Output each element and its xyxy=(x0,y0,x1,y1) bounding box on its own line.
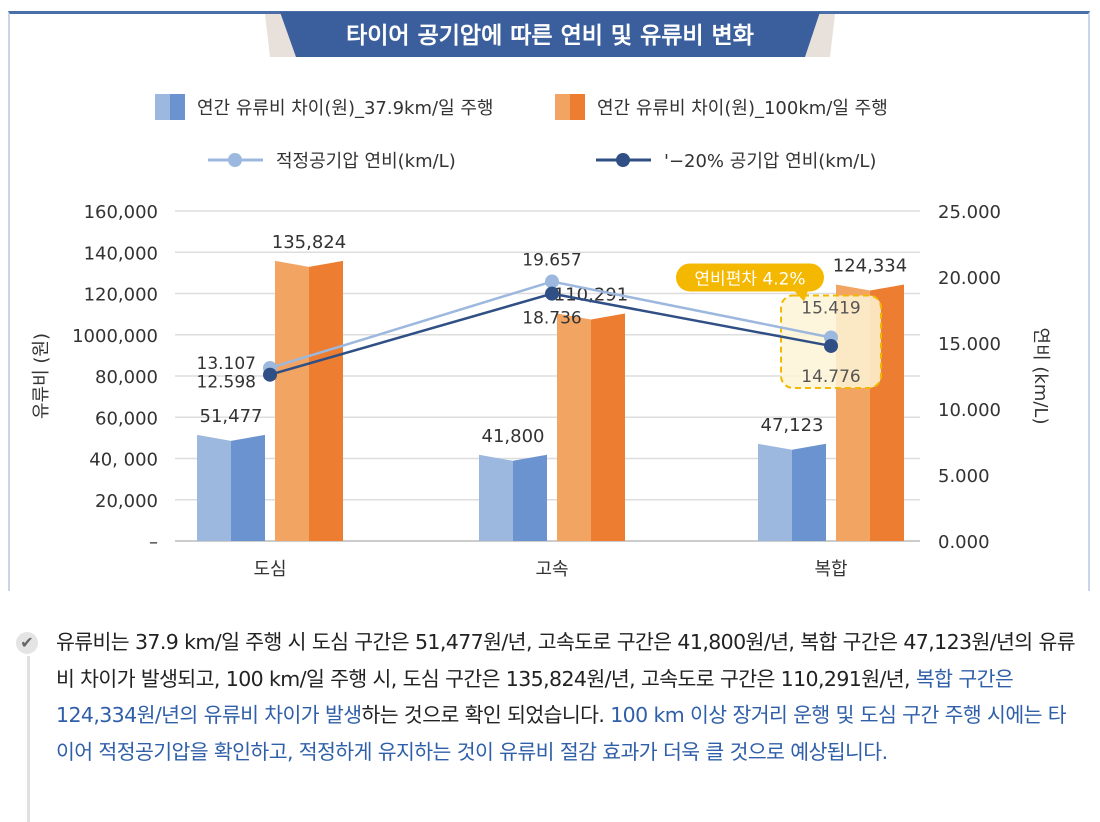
line-data-label: 15.419 xyxy=(801,298,860,318)
x-tick-label: 복합 xyxy=(814,559,847,580)
chart-frame xyxy=(8,11,1090,591)
bar-data-label: 110,291 xyxy=(554,285,628,306)
legend-label: 연간 유류비 차이(원)_100km/일 주행 xyxy=(597,98,888,119)
x-tick-label: 도심 xyxy=(253,559,286,580)
legend-swatch xyxy=(170,94,185,120)
divider xyxy=(27,656,30,822)
legend: 연간 유류비 차이(원)_37.9km/일 주행 연간 유류비 차이(원)_100… xyxy=(155,94,888,172)
text-segment: 하는 것으로 확인 되었습니다. xyxy=(361,703,611,727)
lines: 13.107 19.657 15.419 12.598 18.736 14.776 xyxy=(197,251,861,393)
bar-data-label: 135,824 xyxy=(272,232,346,253)
chart: 타이어 공기압에 따른 연비 및 유류비 변화 연간 유류비 차이(원)_37.… xyxy=(31,12,1051,580)
annotation-callout xyxy=(676,263,824,292)
legend-marker xyxy=(228,153,242,167)
bar xyxy=(513,454,547,541)
y-tick-label: 80,000 xyxy=(95,367,158,388)
axes: – 20,000 40, 000 60,000 80,000 1000,000 120,00… xyxy=(31,202,1051,580)
highlighted-text: 복합 구간은 124,334원/년의 유류비 차이가 발생 xyxy=(56,666,1014,728)
line-marker xyxy=(824,338,838,353)
legend-label: 적정공기압 연비(km/L) xyxy=(276,151,456,172)
bar xyxy=(591,313,625,541)
y2-tick-label: 15.000 xyxy=(938,334,1001,355)
bar xyxy=(231,434,265,541)
y-tick-label: 60,000 xyxy=(95,408,158,429)
bar-left-half xyxy=(557,313,591,541)
y-tick-label: 20,000 xyxy=(95,491,158,512)
legend-label: '−20% 공기압 연비(km/L) xyxy=(664,151,876,172)
legend-swatch xyxy=(570,94,585,120)
description-paragraph: 유류비는 37.9 km/일 주행 시 도심 구간은 51,477원/년, 고속… xyxy=(56,624,1076,770)
line-data-label: 18.736 xyxy=(522,309,581,329)
check-icon: ✔ xyxy=(16,632,38,654)
bar-data-label: 124,334 xyxy=(833,256,907,277)
line-data-label: 14.776 xyxy=(801,367,860,387)
y-axis-label: 유류비 (원) xyxy=(31,333,52,419)
title-banner: 타이어 공기압에 따른 연비 및 유류비 변화 xyxy=(265,12,835,57)
highlighted-text: 100 km 이상 장거리 운행 및 도심 구간 주행 시에는 타이어 적정공기… xyxy=(56,703,1067,764)
y-tick-label: 160,000 xyxy=(84,202,158,223)
y2-axis-label: 연비 (km/L) xyxy=(1030,328,1051,425)
y-tick-label: 40, 000 xyxy=(89,450,158,471)
chart-title: 타이어 공기압에 따른 연비 및 유류비 변화 xyxy=(346,23,754,49)
annotation-label: 연비편차 4.2% xyxy=(694,269,805,289)
legend-swatch-light xyxy=(555,94,570,120)
legend-swatch-light xyxy=(155,94,170,120)
line-marker xyxy=(545,274,559,289)
annotation-callout-pointer xyxy=(794,290,808,302)
y-tick-label: – xyxy=(149,532,158,553)
line-data-label: 13.107 xyxy=(197,354,256,374)
bar-data-label: 47,123 xyxy=(761,415,824,436)
line-data-label: 12.598 xyxy=(197,373,256,393)
y-tick-label: 120,000 xyxy=(84,285,158,306)
bar-left-half xyxy=(275,260,309,541)
y2-tick-label: 10.000 xyxy=(938,400,1001,421)
x-tick-label: 고속 xyxy=(535,559,568,580)
bar xyxy=(309,260,343,541)
text-segment: 유류비는 37.9 km/일 주행 시 도심 구간은 51,477원/년, 고속… xyxy=(56,630,1076,691)
y-tick-label: 1000,000 xyxy=(72,326,158,347)
y2-tick-label: 5.000 xyxy=(938,466,990,487)
y2-tick-label: 20.000 xyxy=(938,268,1001,289)
line-marker xyxy=(545,286,559,301)
legend-label: 연간 유류비 차이(원)_37.9km/일 주행 xyxy=(197,98,493,119)
y2-tick-label: 0.000 xyxy=(938,532,990,553)
bar-data-label: 51,477 xyxy=(200,406,263,427)
legend-marker xyxy=(616,153,630,167)
bar-left-half xyxy=(758,443,792,541)
y-tick-label: 140,000 xyxy=(84,243,158,264)
bar-data-label: 41,800 xyxy=(482,426,545,447)
line-marker xyxy=(263,367,277,382)
bar-left-half xyxy=(479,454,513,541)
bar xyxy=(792,443,826,541)
y2-tick-label: 25.000 xyxy=(938,202,1001,223)
bar-left-half xyxy=(197,434,231,541)
line-data-label: 19.657 xyxy=(522,251,581,271)
